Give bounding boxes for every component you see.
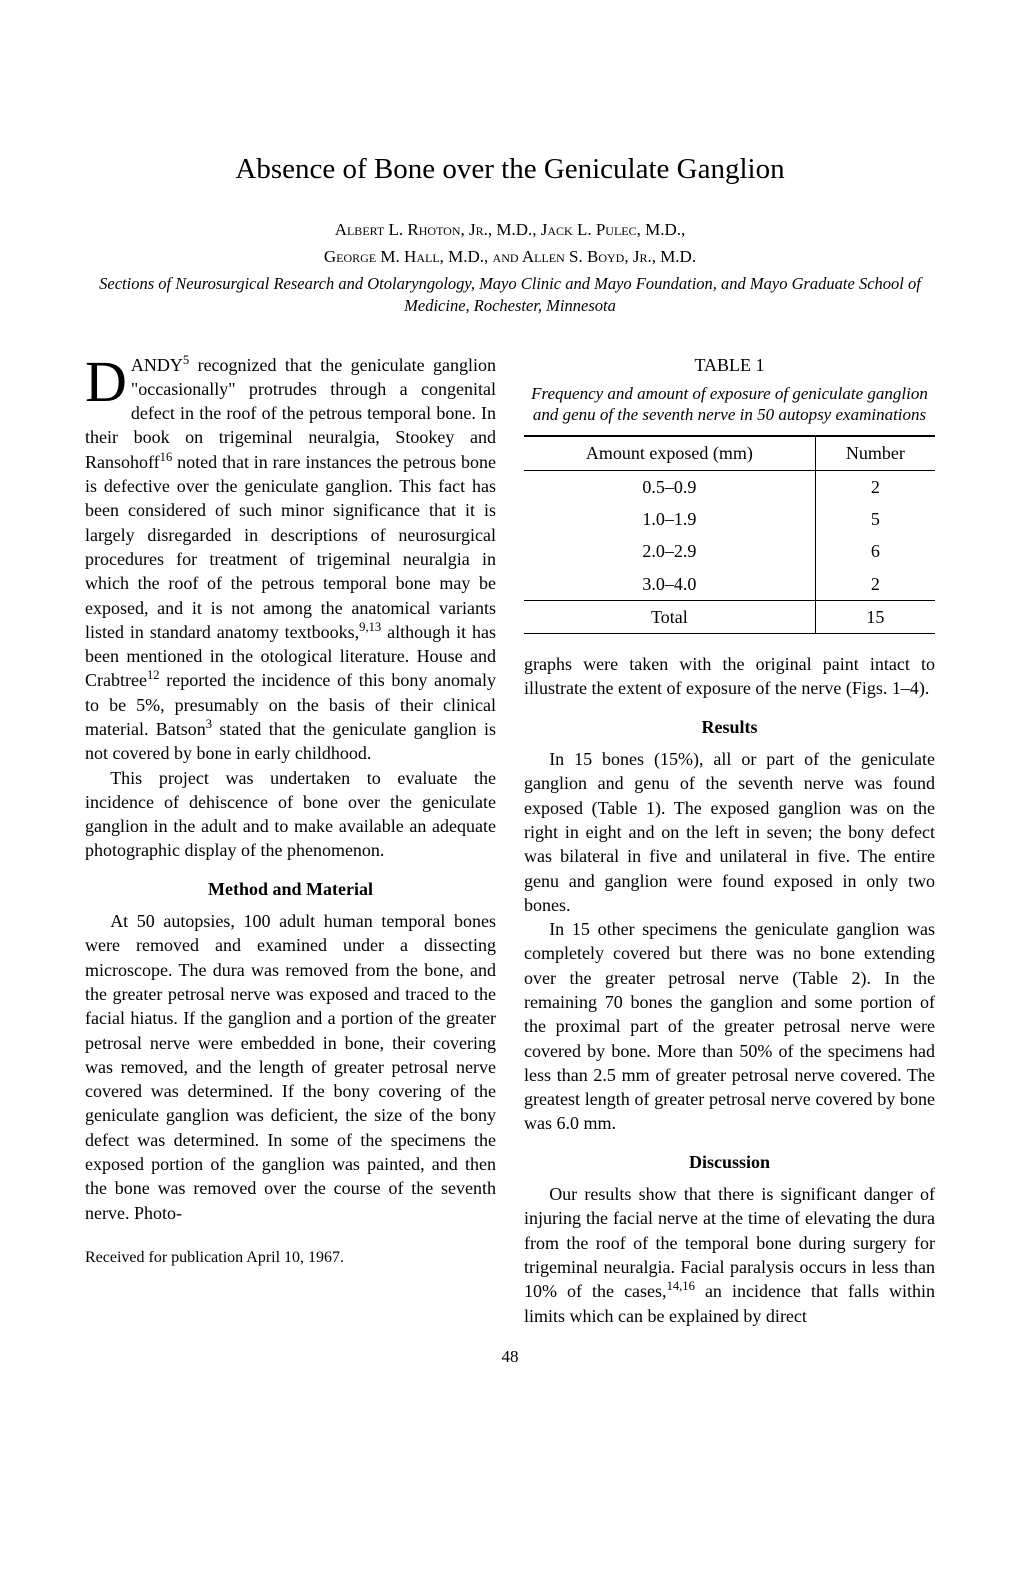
table-header-cell: Number — [815, 436, 935, 470]
authors-line-2: George M. Hall, M.D., and Allen S. Boyd,… — [85, 246, 935, 269]
table-cell: 2 — [815, 568, 935, 601]
table-cell: 0.5–0.9 — [524, 470, 815, 503]
page-title: Absence of Bone over the Geniculate Gang… — [85, 150, 935, 189]
table-cell: 2.0–2.9 — [524, 535, 815, 567]
table-cell: 1.0–1.9 — [524, 503, 815, 535]
text-run: noted that in rare instances the petrous… — [85, 452, 496, 642]
citation-sup: 14,16 — [667, 1279, 695, 1293]
citation-sup: 16 — [160, 450, 173, 464]
section-heading-discussion: Discussion — [524, 1150, 935, 1174]
intro-paragraph: D ANDY5 recognized that the geniculate g… — [85, 353, 496, 766]
affiliation: Sections of Neurosurgical Research and O… — [85, 273, 935, 318]
table-total-label: Total — [524, 600, 815, 633]
body-paragraph: Our results show that there is significa… — [524, 1182, 935, 1328]
section-heading-results: Results — [524, 715, 935, 739]
table-label: TABLE 1 — [524, 353, 935, 377]
authors-line-1: Albert L. Rhoton, Jr., M.D., Jack L. Pul… — [85, 219, 935, 242]
citation-sup: 12 — [147, 668, 160, 682]
drop-cap: D — [85, 353, 131, 406]
table-1: Amount exposed (mm) Number 0.5–0.9 2 1.0… — [524, 435, 935, 634]
table-cell: 5 — [815, 503, 935, 535]
body-paragraph: graphs were taken with the original pain… — [524, 652, 935, 701]
section-heading-method: Method and Material — [85, 877, 496, 901]
table-total-value: 15 — [815, 600, 935, 633]
received-date: Received for publication April 10, 1967. — [85, 1247, 496, 1269]
body-paragraph: In 15 other specimens the geniculate gan… — [524, 917, 935, 1136]
right-column: TABLE 1 Frequency and amount of exposure… — [524, 353, 935, 1328]
body-paragraph: This project was undertaken to evaluate … — [85, 766, 496, 863]
citation-sup: 9,13 — [359, 620, 381, 634]
two-column-layout: D ANDY5 recognized that the geniculate g… — [85, 353, 935, 1328]
table-caption: Frequency and amount of exposure of geni… — [524, 383, 935, 426]
left-column: D ANDY5 recognized that the geniculate g… — [85, 353, 496, 1328]
table-cell: 6 — [815, 535, 935, 567]
text-run: ANDY — [131, 355, 183, 375]
table-header-cell: Amount exposed (mm) — [524, 436, 815, 470]
body-paragraph: At 50 autopsies, 100 adult human tempora… — [85, 909, 496, 1225]
body-paragraph: In 15 bones (15%), all or part of the ge… — [524, 747, 935, 917]
table-cell: 2 — [815, 470, 935, 503]
table-cell: 3.0–4.0 — [524, 568, 815, 601]
page-number: 48 — [85, 1346, 935, 1369]
